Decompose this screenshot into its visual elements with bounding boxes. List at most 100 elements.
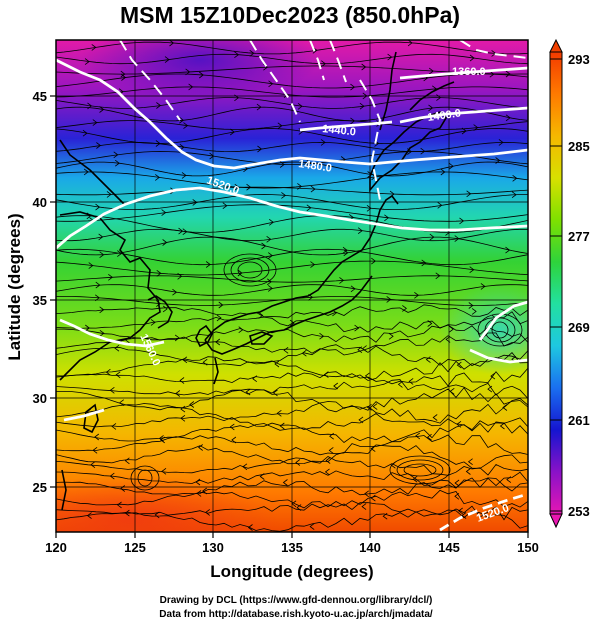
coastlines — [59, 51, 455, 511]
circulation-loop — [491, 321, 509, 339]
streamline-arrow — [154, 511, 160, 519]
figure-title: MSM 15Z10Dec2023 (850.0hPa) — [120, 2, 460, 28]
height-contours — [56, 58, 528, 532]
streamline-arrow — [90, 461, 96, 469]
streamline-arrow — [402, 305, 407, 312]
streamline-arrow — [370, 445, 376, 452]
streamline-arrow — [454, 492, 460, 500]
streamline-arrow — [113, 151, 119, 159]
streamline-arrow — [229, 128, 235, 136]
streamline-arrow — [259, 473, 265, 480]
streamline-arrow — [161, 467, 167, 475]
streamline-arrow — [175, 390, 181, 397]
streamline-arrow — [329, 432, 335, 440]
streamline-arrow — [162, 305, 168, 313]
streamline-arrow — [180, 414, 186, 422]
streamline-arrow — [467, 458, 473, 466]
streamline-arrow — [261, 242, 267, 250]
streamline-arrow — [421, 259, 427, 267]
streamline-arrow — [117, 250, 122, 257]
streamline-arrow — [364, 490, 370, 498]
streamline-arrow — [367, 171, 373, 178]
streamline-arrow — [245, 388, 251, 396]
circulation-loop — [130, 465, 160, 491]
streamline-arrow — [99, 329, 105, 337]
streamline-arrow — [382, 512, 388, 520]
streamline-arrow — [99, 306, 105, 314]
streamline-arrow — [407, 40, 413, 47]
streamline-arrow — [242, 463, 248, 471]
streamline-arrow — [84, 58, 90, 65]
circulation-loop — [396, 459, 444, 481]
streamline-arrow — [309, 523, 315, 530]
streamline-arrow — [468, 302, 474, 309]
streamline-arrow — [461, 512, 467, 519]
streamline-arrow — [301, 349, 307, 357]
streamline-arrow — [357, 227, 363, 235]
circulation-loop — [484, 317, 516, 343]
x-tick-label: 125 — [124, 540, 146, 555]
streamline-arrow — [505, 246, 511, 254]
streamline-arrow — [188, 83, 194, 91]
streamline-arrow — [266, 235, 272, 243]
streamline-arrow — [114, 159, 120, 167]
colorbar-scale — [549, 51, 563, 515]
streamline-arrow — [156, 102, 162, 109]
x-tick-label: 140 — [359, 540, 381, 555]
contour-label-1360: 1360.0 — [452, 66, 486, 78]
streamline-arrow — [459, 217, 465, 225]
streamline-arrow — [249, 49, 255, 57]
streamline-arrow — [458, 507, 463, 515]
streamline-arrow — [343, 249, 349, 257]
streamline-arrow — [361, 345, 367, 352]
streamline-arrow — [98, 233, 104, 241]
streamline-arrow — [269, 218, 274, 226]
streamline-arrow — [283, 346, 289, 354]
streamline-arrow — [437, 201, 443, 209]
circulation-loop — [403, 463, 437, 477]
streamline-arrow — [333, 382, 339, 390]
streamline-arrow — [229, 423, 235, 431]
streamline-arrow — [268, 80, 274, 88]
streamline-arrow — [435, 272, 441, 280]
y-tick-label: 35 — [33, 293, 47, 308]
streamline-arrow — [237, 269, 243, 277]
streamline-arrow — [121, 74, 127, 81]
streamline-arrow — [82, 129, 88, 137]
colorbar-tick-label: 253 — [568, 504, 590, 519]
streamline-arrow — [88, 262, 94, 269]
streamline-arrow — [461, 127, 467, 135]
streamline-arrow — [174, 334, 180, 342]
streamline-arrow — [281, 192, 287, 199]
streamline-arrow — [279, 422, 285, 430]
streamline-arrow — [408, 378, 414, 385]
streamline-arrow — [372, 403, 378, 410]
streamline-arrow — [169, 40, 175, 47]
streamline-arrow — [189, 401, 195, 408]
streamline-arrow — [119, 399, 124, 407]
streamline-arrow — [387, 53, 393, 61]
x-tick-label: 120 — [45, 540, 67, 555]
streamline-arrow — [156, 269, 162, 277]
colorbar-upper-arrow — [549, 38, 563, 53]
streamline-arrow — [198, 444, 203, 451]
y-tick-label: 45 — [33, 89, 47, 104]
streamline-arrow — [252, 375, 258, 383]
streamline-arrow — [177, 272, 183, 280]
streamline-arrow — [246, 183, 252, 191]
streamline-arrow — [328, 447, 334, 454]
streamline-arrow — [469, 266, 475, 274]
contour-label-1400: 1400.0 — [427, 107, 462, 124]
streamline-arrow — [108, 273, 113, 281]
streamline-arrow — [339, 277, 345, 284]
colorbar: 293 285 277 269 261 253 — [549, 38, 590, 529]
x-axis-title: Longitude (degrees) — [210, 562, 373, 581]
streamline-arrow — [310, 185, 316, 193]
streamline-arrow — [199, 71, 204, 79]
y-axis-title: Latitude (degrees) — [5, 213, 24, 360]
streamline-arrow — [471, 308, 477, 315]
streamline-arrow — [425, 356, 431, 363]
streamline-arrow — [436, 94, 442, 101]
streamline-arrow — [182, 356, 188, 364]
streamline-arrow — [469, 54, 475, 62]
